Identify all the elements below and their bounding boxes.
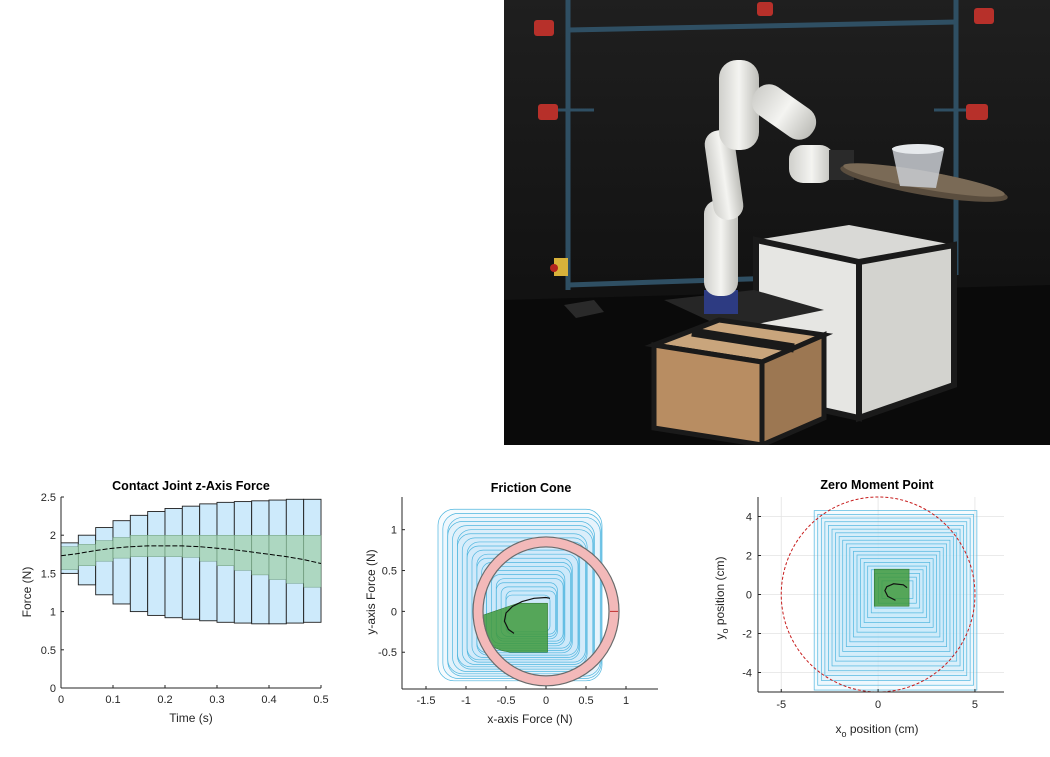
inner-uncertainty-box [234, 534, 252, 571]
outer-uncertainty-box [112, 520, 131, 605]
x-tick-label: -1.5 [417, 695, 436, 707]
y-axis-label: yo position (cm) [713, 556, 730, 639]
x-tick-label: 0.5 [313, 694, 328, 706]
x-axis-label: x-axis Force (N) [487, 712, 572, 726]
y-tick-label: -2 [742, 629, 752, 641]
y-axis-label-rest: position (cm) [713, 556, 727, 628]
y-tick-label: 1 [391, 525, 397, 537]
x-tick-label: 0.1 [105, 694, 120, 706]
inner-uncertainty-box [78, 544, 96, 566]
mean-force-line [60, 545, 322, 564]
x-tick-label: 0.4 [261, 694, 276, 706]
inner-uncertainty-box [60, 546, 79, 570]
x-tick-label: 0.2 [157, 694, 172, 706]
x-axis-label-rest: position (cm) [846, 722, 918, 736]
force-trajectory-line [503, 596, 551, 634]
inner-uncertainty-box [216, 534, 235, 566]
y-tick-label: 2 [746, 551, 752, 563]
inner-uncertainty-box [268, 534, 287, 580]
y-tick-label: 1.5 [41, 568, 56, 580]
inner-uncertainty-box [112, 537, 131, 559]
zmp-feasible-region [873, 568, 910, 607]
robot-setup-photo [504, 0, 1050, 445]
inner-uncertainty-box [251, 534, 270, 576]
outer-uncertainty-box [164, 508, 183, 619]
friction-cone-outer-edge [472, 536, 620, 687]
y-tick-label: 1 [50, 607, 56, 619]
y-tick-label: 4 [746, 512, 752, 524]
x-tick-label: 0 [543, 695, 549, 707]
y-axis-label-main: y [713, 634, 727, 640]
y-axis-label-sub: o [720, 629, 730, 634]
y-axis-label: Force (N) [20, 567, 34, 618]
x-tick-label: -5 [776, 699, 786, 711]
x-axis-label: xo position (cm) [835, 722, 918, 739]
force-chart: Contact Joint z-Axis Force 0 0.1 0.2 0.3 0.4… [20, 479, 329, 725]
inner-uncertainty-box [95, 540, 114, 562]
robot-arm-icon [704, 60, 854, 314]
x-axis-label-sub: o [841, 729, 846, 739]
outer-uncertainty-box [147, 511, 166, 616]
y-tick-label: -0.5 [378, 647, 397, 659]
outer-uncertainty-box [129, 514, 149, 613]
x-axis-label-main: x [835, 722, 841, 736]
chart-title: Zero Moment Point [820, 478, 934, 492]
outer-uncertainty-box [199, 503, 218, 622]
y-tick-label: 0 [746, 590, 752, 602]
x-axis-label: Time (s) [169, 711, 213, 725]
y-tick-label: -4 [742, 668, 752, 680]
motion-capture-camera-icon [534, 2, 994, 120]
y-tick-label: 2.5 [41, 492, 56, 504]
y-tick-label: 2 [50, 530, 56, 542]
controller-icon [564, 300, 604, 318]
x-tick-label: 5 [972, 699, 978, 711]
x-tick-label: 0.5 [578, 695, 593, 707]
friction-cone-inner-edge [482, 546, 610, 677]
x-tick-label: 0 [875, 699, 881, 711]
chart-title: Contact Joint z-Axis Force [112, 479, 270, 493]
x-tick-label: 0.3 [209, 694, 224, 706]
outer-uncertainty-box [181, 505, 201, 620]
x-tick-label: -0.5 [497, 695, 516, 707]
friction-cone-chart: Friction Cone -1.5 -1 -0.5 0 0.5 1 -0.5 0 0.5 1 x… [364, 481, 658, 726]
zmp-trajectory-line [884, 583, 908, 601]
y-tick-label: 0.5 [382, 566, 397, 578]
x-tick-label: 1 [623, 695, 629, 707]
y-tick-label: 0 [50, 683, 56, 695]
y-axis-label: y-axis Force (N) [364, 549, 378, 634]
chart-title: Friction Cone [491, 481, 572, 495]
tray-icon [840, 144, 1008, 202]
emergency-stop-icon [554, 258, 568, 276]
y-tick-label: 0.5 [41, 645, 56, 657]
box-icon [644, 317, 834, 445]
y-tick-label: 0 [391, 606, 397, 618]
x-tick-label: 0 [58, 694, 64, 706]
x-tick-label: -1 [461, 695, 471, 707]
